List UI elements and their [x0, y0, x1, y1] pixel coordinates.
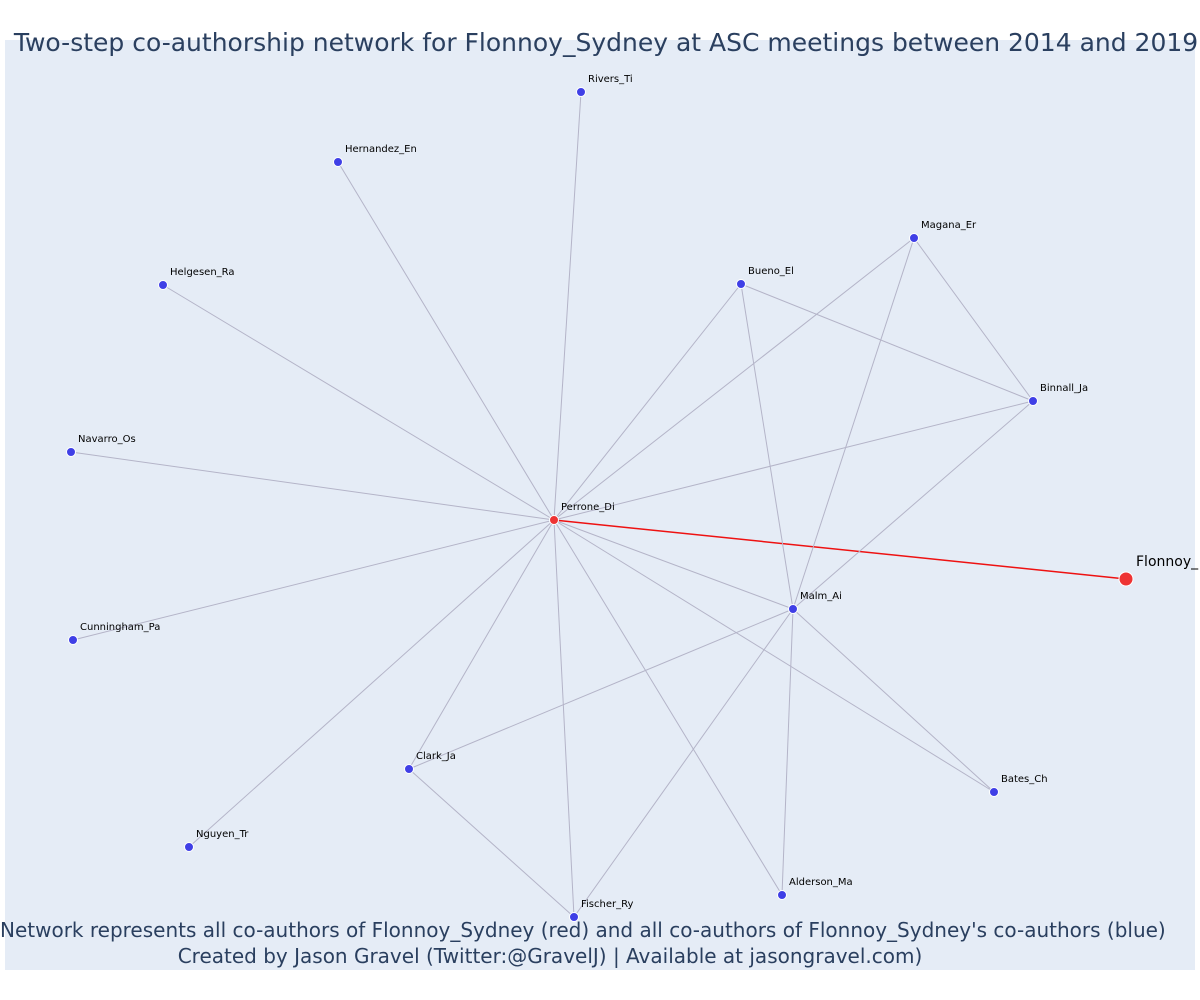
edge-perrone-di-navarro-os: [70, 451, 555, 521]
node-label-fischer-ry: Fischer_Ry: [581, 899, 634, 910]
edge-perrone-di-cunningham-pa: [72, 519, 555, 641]
edge-perrone-di-bueno-el: [553, 283, 742, 521]
edge-magana-er-binnall-ja: [913, 237, 1034, 402]
node-nguyen-tr[interactable]: [184, 842, 194, 852]
nodes-layer: Flonnoy_ Perrone_Di Rivers_Ti Hernandez_En M…: [66, 74, 1199, 922]
node-label-hernandez-en: Hernandez_En: [345, 144, 417, 155]
edge-malm-ai-fischer-ry: [573, 608, 794, 918]
node-fischer-ry[interactable]: [569, 912, 579, 922]
edge-perrone-di-clark-ja: [408, 519, 555, 770]
node-label-navarro-os: Navarro_Os: [78, 434, 136, 445]
edge-perrone-di-fischer-ry: [553, 519, 575, 918]
edge-malm-ai-bates-ch: [792, 608, 995, 793]
node-label-binnall-ja: Binnall_Ja: [1040, 383, 1088, 394]
edge-bueno-el-malm-ai: [740, 283, 794, 610]
edge-flonnoy-sydney-perrone-di: [553, 519, 1127, 580]
node-label-magana-er: Magana_Er: [921, 220, 977, 231]
edge-bueno-el-binnall-ja: [740, 283, 1034, 402]
edge-perrone-di-alderson-ma: [553, 519, 783, 896]
node-label-flonnoy-sydney: Flonnoy_: [1136, 554, 1199, 570]
node-label-rivers-ti: Rivers_Ti: [588, 74, 633, 85]
edge-perrone-di-rivers-ti: [553, 91, 582, 521]
edge-perrone-di-helgesen-ra: [162, 284, 555, 521]
node-label-bueno-el: Bueno_El: [748, 266, 794, 277]
node-navarro-os[interactable]: [66, 447, 76, 457]
edge-magana-er-malm-ai: [792, 237, 915, 610]
node-label-bates-ch: Bates_Ch: [1001, 774, 1048, 785]
plot-area: [5, 40, 1195, 970]
edge-perrone-di-magana-er: [553, 237, 915, 521]
edge-clark-ja-fischer-ry: [408, 768, 575, 918]
edge-perrone-di-bates-ch: [553, 519, 995, 793]
node-label-malm-ai: Malm_Ai: [800, 591, 842, 602]
caption-line-2: Created by Jason Gravel (Twitter:@Gravel…: [177, 944, 923, 968]
edge-perrone-di-nguyen-tr: [188, 519, 555, 848]
node-flonnoy-sydney[interactable]: [1118, 571, 1134, 587]
caption-line-1: Network represents all co-authors of Flo…: [0, 918, 1166, 942]
node-hernandez-en[interactable]: [333, 157, 343, 167]
edge-perrone-di-hernandez-en: [337, 161, 555, 521]
node-rivers-ti[interactable]: [576, 87, 586, 97]
node-binnall-ja[interactable]: [1028, 396, 1038, 406]
edge-binnall-ja-malm-ai: [792, 400, 1034, 610]
node-label-perrone-di: Perrone_Di: [561, 502, 615, 513]
node-alderson-ma[interactable]: [777, 890, 787, 900]
chart-title: Two-step co-authorship network for Flonn…: [13, 28, 1199, 57]
node-bueno-el[interactable]: [736, 279, 746, 289]
edges-layer: [70, 91, 1127, 918]
node-label-clark-ja: Clark_Ja: [416, 751, 456, 762]
node-bates-ch[interactable]: [989, 787, 999, 797]
edge-malm-ai-alderson-ma: [781, 608, 794, 896]
edge-malm-ai-clark-ja: [408, 608, 794, 770]
node-label-alderson-ma: Alderson_Ma: [789, 877, 853, 888]
node-cunningham-pa[interactable]: [68, 635, 78, 645]
node-label-helgesen-ra: Helgesen_Ra: [170, 267, 235, 278]
node-magana-er[interactable]: [909, 233, 919, 243]
node-label-nguyen-tr: Nguyen_Tr: [196, 829, 249, 840]
edge-perrone-di-malm-ai: [553, 519, 794, 610]
edge-perrone-di-binnall-ja: [553, 400, 1034, 521]
node-label-cunningham-pa: Cunningham_Pa: [80, 622, 160, 633]
node-helgesen-ra[interactable]: [158, 280, 168, 290]
node-clark-ja[interactable]: [404, 764, 414, 774]
node-perrone-di[interactable]: [549, 515, 559, 525]
node-malm-ai[interactable]: [788, 604, 798, 614]
